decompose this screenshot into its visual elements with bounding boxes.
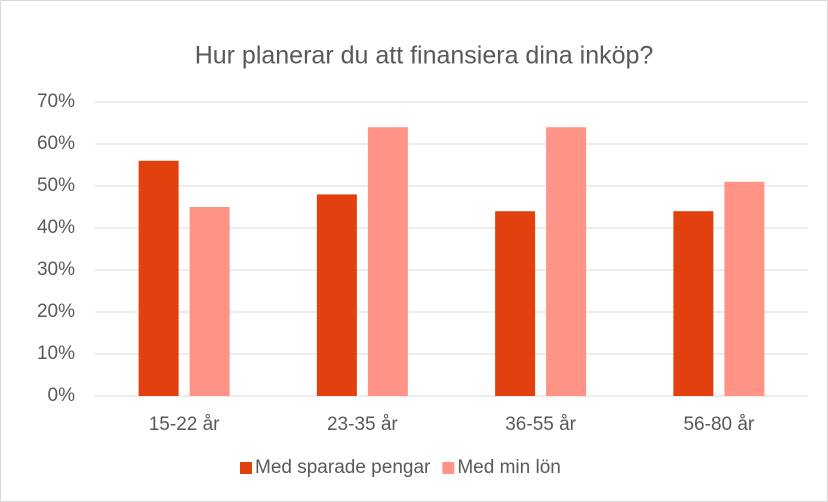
x-tick-label: 23-35 år [327,414,398,435]
y-tick-label: 50% [37,175,75,196]
chart-title: Hur planerar du att finansiera dina inkö… [195,42,654,70]
y-tick-label: 40% [37,217,75,238]
y-tick-label: 20% [37,301,75,322]
bar [316,194,357,396]
bar [138,160,179,396]
x-tick-label: 15-22 år [149,414,220,435]
y-tick-label: 30% [37,259,75,280]
x-tick-label: 36-55 år [505,414,576,435]
y-tick-label: 0% [48,385,76,406]
bar [673,211,714,396]
legend-label: Med min lön [457,457,561,478]
legend-swatch [442,462,455,474]
bar [546,127,587,396]
x-tick-label: 56-80 år [683,414,754,435]
y-tick-label: 10% [37,343,75,364]
y-tick-label: 60% [37,133,75,154]
bar [367,127,408,396]
bar [495,211,536,396]
legend-swatch [240,462,252,474]
bar [724,181,765,396]
legend-label: Med sparade pengar [255,457,431,478]
bar [189,207,230,396]
y-tick-label: 70% [37,91,75,112]
